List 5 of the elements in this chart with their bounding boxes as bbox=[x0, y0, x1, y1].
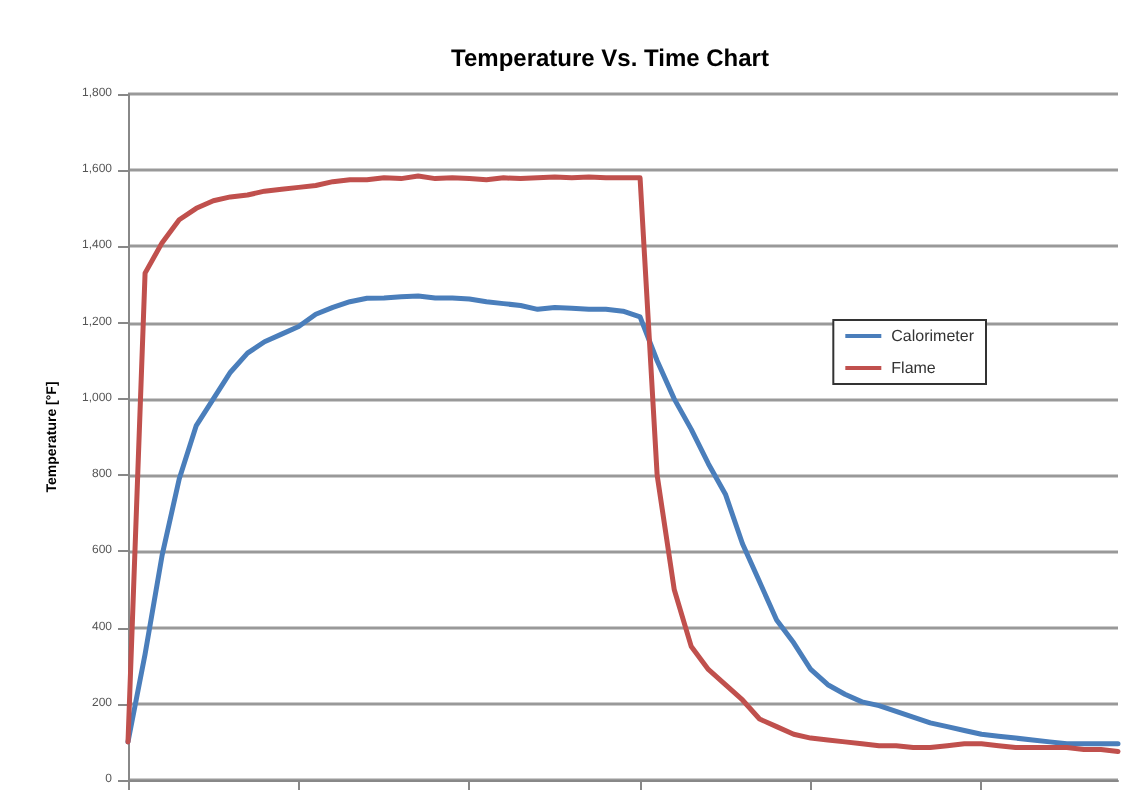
legend-label: Calorimeter bbox=[891, 327, 975, 345]
legend-label: Flame bbox=[891, 359, 937, 377]
chart-title: Temperature Vs. Time Chart bbox=[451, 44, 769, 72]
line-series bbox=[125, 293, 1121, 747]
line-series bbox=[125, 173, 1121, 754]
